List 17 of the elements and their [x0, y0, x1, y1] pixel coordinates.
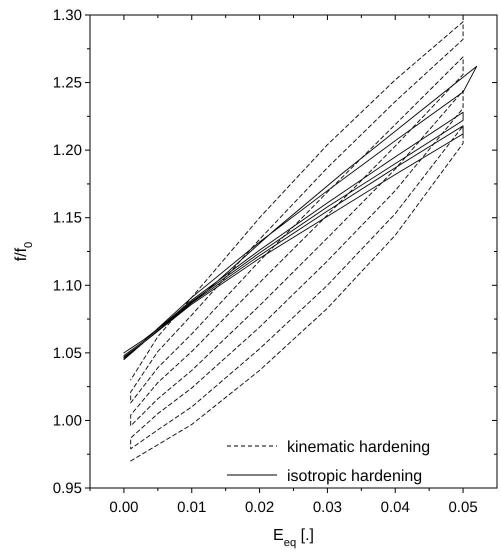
x-tick-label: 0.04: [380, 499, 410, 516]
x-tick-label: 0.02: [244, 499, 274, 516]
y-tick-label: 1.30: [52, 7, 82, 24]
x-tick-label: 0.03: [312, 499, 342, 516]
y-tick-label: 0.95: [52, 480, 82, 497]
legend-label: isotropic hardening: [287, 468, 422, 485]
x-tick-label: 0.05: [448, 499, 478, 516]
y-tick-label: 1.10: [52, 277, 82, 294]
y-tick-label: 1.05: [52, 344, 82, 362]
y-tick-label: 1.25: [52, 74, 82, 92]
y-tick-label: 1.00: [52, 412, 82, 430]
legend-label: kinematic hardening: [287, 439, 430, 456]
y-tick-label: 1.20: [52, 142, 82, 160]
y-tick-label: 1.15: [52, 210, 82, 227]
x-tick-label: 0.00: [109, 499, 139, 516]
x-axis-title: E$_{eq}$ [.]: [273, 527, 314, 549]
x-tick-label: 0.01: [177, 499, 206, 516]
